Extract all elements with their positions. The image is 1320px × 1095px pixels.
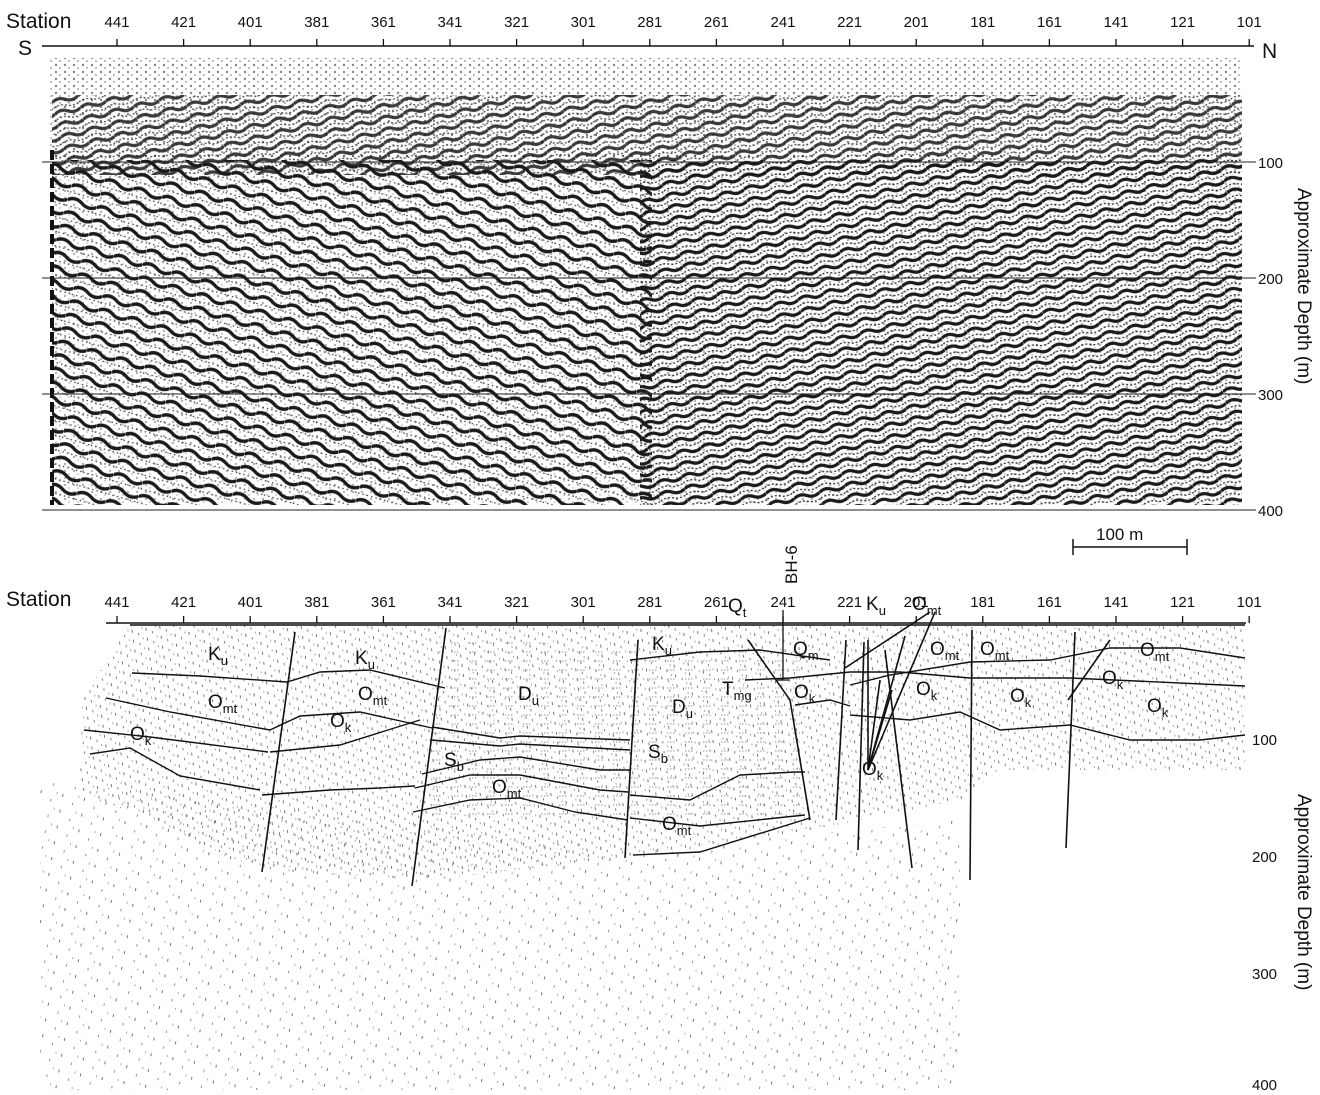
top-depth-tick-100: 100 <box>1258 155 1283 172</box>
bottom-station-121: 121 <box>1170 594 1195 611</box>
unit-label-du: Du <box>672 697 693 721</box>
bottom-station-label: Station <box>6 588 71 611</box>
unit-label-ok: Ok <box>330 711 352 735</box>
top-station-label: Station <box>6 10 71 33</box>
top-station-121: 121 <box>1170 14 1195 31</box>
unit-label-omt: Omt <box>930 639 960 663</box>
top-station-401: 401 <box>238 14 263 31</box>
top-station-161: 161 <box>1037 14 1062 31</box>
bottom-depth-tick-400: 400 <box>1252 1077 1277 1094</box>
bottom-station-421: 421 <box>171 594 196 611</box>
bottom-station-341: 341 <box>437 594 462 611</box>
bottom-station-241: 241 <box>770 594 795 611</box>
top-station-301: 301 <box>571 14 596 31</box>
top-depth-tick-400: 400 <box>1258 503 1283 520</box>
unit-label-ok: Ok <box>1147 696 1169 720</box>
unit-label-ku: Ku <box>652 634 672 658</box>
scale-bar-label: 100 m <box>1096 525 1143 544</box>
bottom-station-321: 321 <box>504 594 529 611</box>
bottom-depth-tick-100: 100 <box>1252 732 1277 749</box>
unit-label-ok: Ok <box>1010 686 1032 710</box>
fault-lines <box>261 611 1111 887</box>
bottom-depth-tick-300: 300 <box>1252 966 1277 983</box>
bottom-station-261: 261 <box>704 594 729 611</box>
unit-label-sb: Sb <box>648 742 668 766</box>
unit-label-omt: Omt <box>980 639 1010 663</box>
unit-label-omt: Omt <box>1140 640 1170 664</box>
bottom-panel: Station 441 421 401 381 361 341 321 301 281 261 24… <box>6 545 1314 1094</box>
bottom-station-181: 181 <box>970 594 995 611</box>
unit-label-omt: Omt <box>912 594 942 618</box>
top-station-441: 441 <box>104 14 129 31</box>
top-station-321: 321 <box>504 14 529 31</box>
bottom-station-301: 301 <box>571 594 596 611</box>
unit-label-ku: Ku <box>208 644 228 668</box>
bottom-station-161: 161 <box>1037 594 1062 611</box>
top-depth-lines <box>42 161 1256 511</box>
top-station-141: 141 <box>1103 14 1128 31</box>
top-depth-ticks: 100 200 300 400 <box>1258 155 1283 520</box>
unit-label-omt: Omt <box>662 814 692 838</box>
bottom-station-441: 441 <box>104 594 129 611</box>
unit-label-sb: Sb <box>444 750 464 774</box>
top-station-361: 361 <box>371 14 396 31</box>
bottom-station-ticks: 441 421 401 381 361 341 321 301 281 261 241 221 201 1… <box>104 594 1262 623</box>
unit-label-ok: Ok <box>1102 668 1124 692</box>
top-depth-tick-300: 300 <box>1258 387 1283 404</box>
top-panel: Station 441 421 401 381 361 341 321 301 281 261 24… <box>6 10 1314 555</box>
top-station-181: 181 <box>970 14 995 31</box>
bottom-depth-axis-title: Approximate Depth (m) <box>1293 794 1314 990</box>
bottom-depth-tick-200: 200 <box>1252 849 1277 866</box>
north-label: N <box>1262 40 1277 63</box>
unit-label-ku: Ku <box>355 648 375 672</box>
seismic-section-image <box>50 58 1242 505</box>
unit-label-tmg: Tmg <box>722 679 752 703</box>
top-depth-axis-title: Approximate Depth (m) <box>1293 188 1314 384</box>
top-station-221: 221 <box>837 14 862 31</box>
scale-bar: 100 m <box>1072 525 1188 555</box>
bottom-station-101: 101 <box>1237 594 1262 611</box>
top-station-281: 281 <box>637 14 662 31</box>
bottom-depth-ticks: 100 200 300 400 <box>1252 732 1277 1094</box>
unit-label-ok: Ok <box>794 682 816 706</box>
unit-label-omt: Omt <box>358 684 388 708</box>
unit-label-qt: Qt <box>728 596 747 620</box>
horizon-lines <box>83 624 1246 856</box>
unit-label-ok: Ok <box>916 679 938 703</box>
unit-label-ku: Ku <box>866 594 886 618</box>
unit-label-ok: Ok <box>130 724 152 748</box>
unit-label-du: Du <box>518 684 539 708</box>
unit-label-omt: Omt <box>208 692 238 716</box>
bottom-station-381: 381 <box>304 594 329 611</box>
bottom-station-201: 201 <box>904 594 929 611</box>
borehole-label: BH-6 <box>782 545 801 584</box>
unit-label-omt: Omt <box>492 777 522 801</box>
top-station-ticks: 441 421 401 381 361 341 321 301 281 261 241 221 201 1… <box>104 14 1262 46</box>
unit-label-ok: Ok <box>862 759 884 783</box>
top-station-101: 101 <box>1237 14 1262 31</box>
bottom-station-401: 401 <box>238 594 263 611</box>
bottom-station-281: 281 <box>637 594 662 611</box>
top-station-201: 201 <box>904 14 929 31</box>
bottom-station-141: 141 <box>1103 594 1128 611</box>
south-label: S <box>18 37 32 60</box>
top-depth-tick-200: 200 <box>1258 271 1283 288</box>
bottom-station-361: 361 <box>371 594 396 611</box>
top-station-341: 341 <box>437 14 462 31</box>
top-station-421: 421 <box>171 14 196 31</box>
top-station-241: 241 <box>770 14 795 31</box>
top-station-381: 381 <box>304 14 329 31</box>
bottom-station-221: 221 <box>837 594 862 611</box>
unit-label-qm: Qm <box>793 639 819 663</box>
top-station-261: 261 <box>704 14 729 31</box>
